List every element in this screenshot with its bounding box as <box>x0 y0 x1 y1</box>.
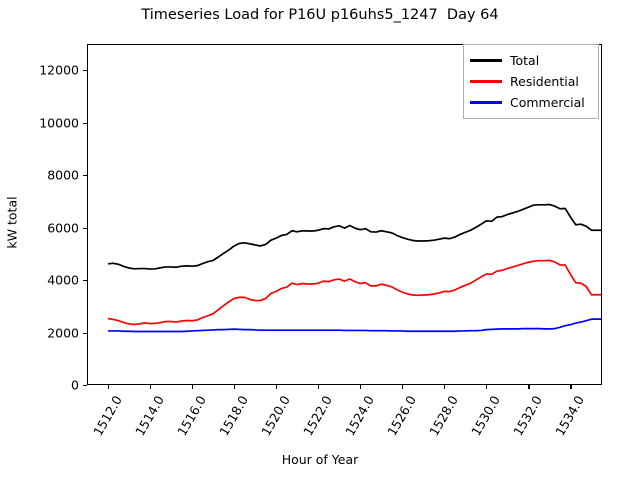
x-tick-label: 1532.0 <box>510 393 546 439</box>
x-tick-label: 1526.0 <box>384 393 420 439</box>
series-line-residential <box>107 259 601 326</box>
legend-swatch-total <box>470 59 502 62</box>
y-tick-mark <box>83 175 87 177</box>
y-tick-mark <box>83 385 87 387</box>
legend-label-total: Total <box>510 53 540 68</box>
x-tick-mark <box>402 385 404 389</box>
y-tick-label: 10000 <box>39 115 79 131</box>
y-tick-label: 2000 <box>47 325 79 341</box>
x-tick-mark <box>486 385 488 389</box>
x-tick-mark <box>108 385 110 389</box>
x-tick-mark <box>444 385 446 389</box>
y-tick-mark <box>83 280 87 282</box>
y-tick-label: 0 <box>71 377 79 393</box>
x-tick-label: 1522.0 <box>300 393 336 439</box>
y-tick-label: 6000 <box>47 220 79 236</box>
y-tick-mark <box>83 70 87 72</box>
y-tick-label: 8000 <box>47 167 79 183</box>
y-tick-mark <box>83 122 87 124</box>
legend-item-total: Total <box>470 50 592 71</box>
legend-swatch-commercial <box>470 101 502 104</box>
legend-item-commercial: Commercial <box>470 92 592 113</box>
y-tick-label: 12000 <box>39 62 79 78</box>
x-tick-label: 1516.0 <box>174 393 210 439</box>
series-lines <box>107 203 601 333</box>
legend-swatch-residential <box>470 80 502 83</box>
x-tick-label: 1528.0 <box>426 393 462 439</box>
x-tick-mark <box>276 385 278 389</box>
x-tick-mark <box>570 385 572 389</box>
x-tick-label: 1520.0 <box>258 393 294 439</box>
plot-area <box>87 44 602 385</box>
chart-title: Timeseries Load for P16U p16uhs5_1247 Da… <box>141 7 499 23</box>
x-tick-mark <box>192 385 194 389</box>
x-tick-label: 1534.0 <box>552 393 588 439</box>
x-tick-mark <box>360 385 362 389</box>
y-axis-label: kW total <box>4 196 20 249</box>
x-tick-label: 1530.0 <box>468 393 504 439</box>
x-tick-mark <box>318 385 320 389</box>
x-tick-mark <box>150 385 152 389</box>
x-tick-label: 1512.0 <box>90 393 126 439</box>
chart-legend: Total Residential Commercial <box>463 44 599 119</box>
x-tick-mark <box>234 385 236 389</box>
y-tick-label: 4000 <box>47 272 79 288</box>
x-axis-label: Hour of Year <box>281 452 359 467</box>
x-tick-label: 1514.0 <box>132 393 168 439</box>
series-line-total <box>107 203 601 270</box>
y-axis-tick-labels: 0 2000 4000 6000 8000 10000 12000 <box>0 0 79 480</box>
series-line-commercial <box>108 318 601 333</box>
legend-item-residential: Residential <box>470 71 592 92</box>
x-tick-mark <box>528 385 530 389</box>
legend-label-commercial: Commercial <box>510 95 585 110</box>
x-tick-label: 1518.0 <box>216 393 252 439</box>
y-tick-mark <box>83 227 87 229</box>
legend-label-residential: Residential <box>510 74 579 89</box>
y-tick-mark <box>83 332 87 334</box>
x-tick-label: 1524.0 <box>342 393 378 439</box>
